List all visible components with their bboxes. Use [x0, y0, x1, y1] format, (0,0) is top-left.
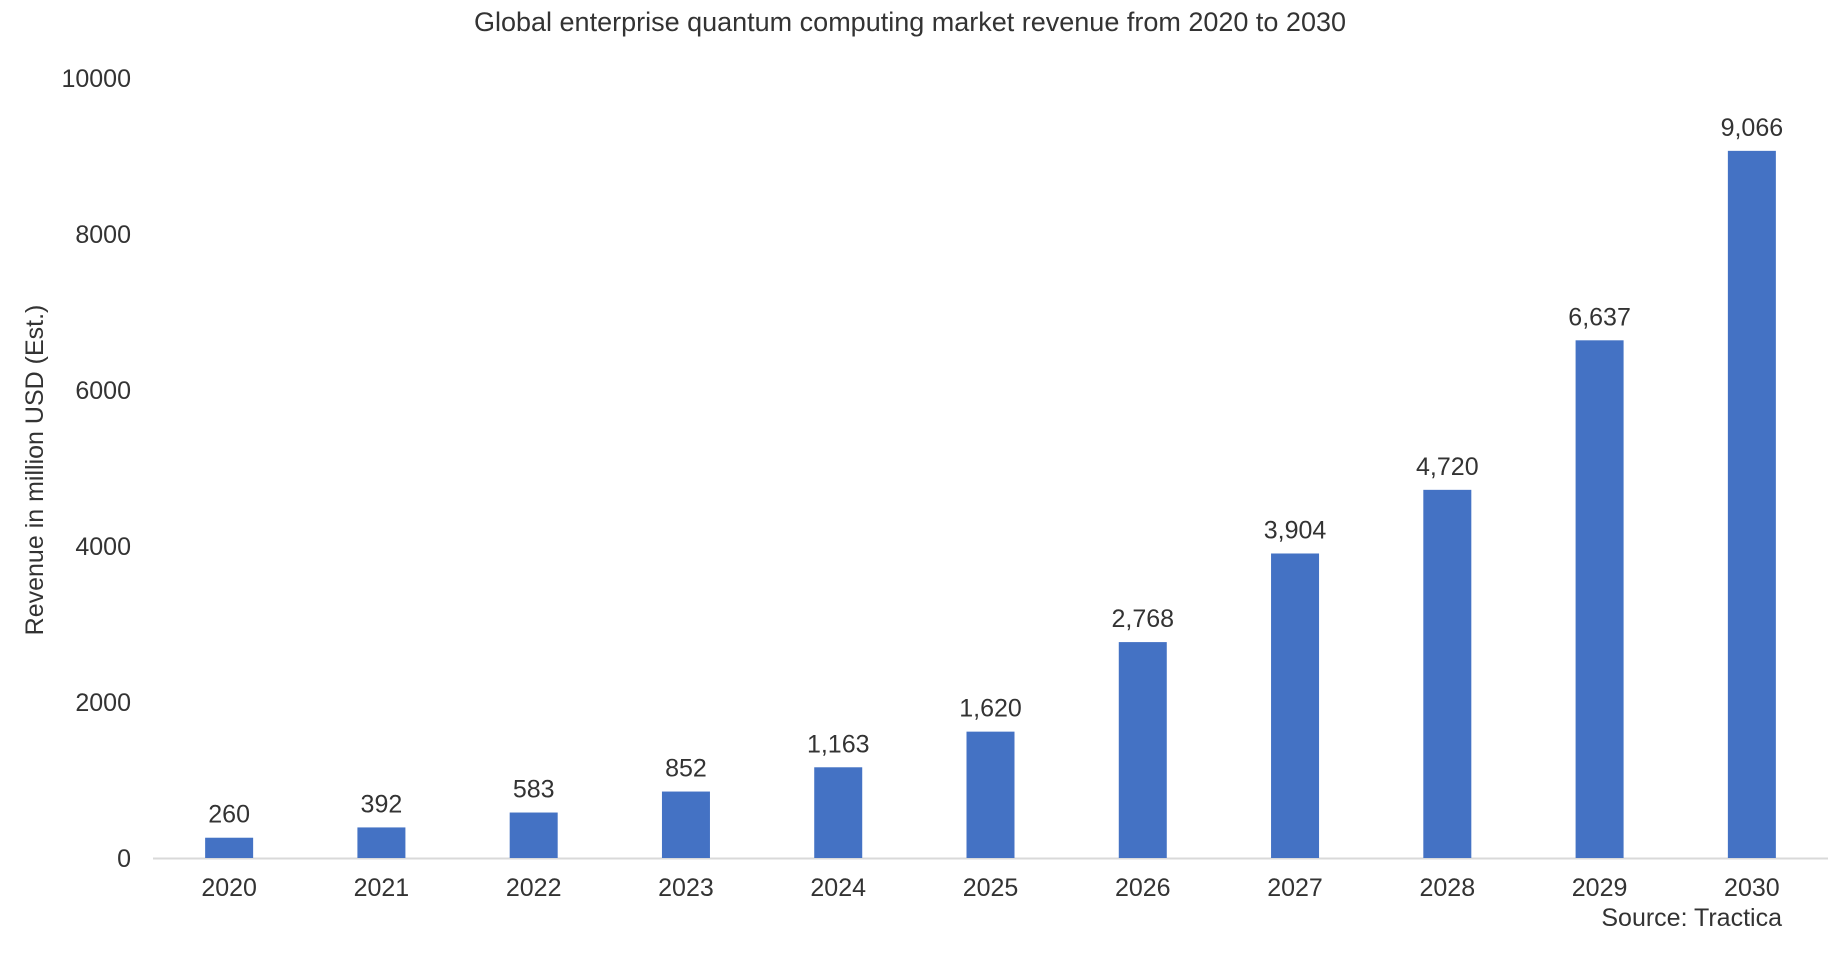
bar-2029: [1575, 340, 1624, 859]
bar-2024: [814, 767, 863, 858]
bar-2020: [205, 837, 254, 858]
y-tick-label: 0: [117, 845, 131, 873]
bar-2027: [1271, 553, 1320, 858]
bar-2023: [661, 791, 710, 858]
bar-2028: [1423, 489, 1472, 858]
value-label-2020: 260: [208, 801, 250, 829]
bars-group: [205, 150, 1776, 859]
bar-2030: [1727, 150, 1776, 859]
value-labels-group: 260 392 583 852 1,163 1,620 2,768 3,904 4,720 6,6…: [208, 114, 1783, 829]
x-tick-label-2028: 2028: [1420, 874, 1476, 902]
y-tick-label: 8000: [75, 221, 131, 249]
value-label-2021: 392: [361, 790, 403, 818]
value-label-2028: 4,720: [1416, 453, 1479, 481]
y-axis-label: Revenue in million USD (Est.): [21, 305, 49, 636]
value-label-2025: 1,620: [959, 695, 1022, 723]
chart-title: Global enterprise quantum computing mark…: [474, 7, 1346, 37]
x-tick-label-2026: 2026: [1115, 874, 1171, 902]
x-tick-label-2023: 2023: [658, 874, 714, 902]
x-axis-ticks: 2020 2021 2022 2023 2024 2025 2026 2027 2028 2029…: [201, 874, 1779, 902]
y-tick-label: 4000: [75, 533, 131, 561]
value-label-2026: 2,768: [1111, 605, 1174, 633]
x-tick-label-2027: 2027: [1267, 874, 1323, 902]
x-tick-label-2025: 2025: [963, 874, 1019, 902]
x-tick-label-2020: 2020: [201, 874, 257, 902]
x-tick-label-2030: 2030: [1724, 874, 1780, 902]
x-tick-label-2022: 2022: [506, 874, 562, 902]
y-axis-ticks: 0 2000 4000 6000 8000 10000: [61, 65, 131, 873]
value-label-2027: 3,904: [1264, 516, 1327, 544]
bar-2025: [966, 731, 1015, 858]
bar-2022: [509, 812, 558, 858]
x-tick-label-2029: 2029: [1572, 874, 1628, 902]
value-label-2024: 1,163: [807, 730, 870, 758]
value-label-2022: 583: [513, 776, 555, 804]
x-tick-label-2021: 2021: [354, 874, 410, 902]
y-tick-label: 10000: [61, 65, 131, 93]
bar-2026: [1118, 642, 1167, 858]
y-tick-label: 6000: [75, 377, 131, 405]
value-label-2030: 9,066: [1721, 114, 1784, 142]
bar-2021: [357, 827, 406, 858]
value-label-2029: 6,637: [1568, 303, 1631, 331]
y-tick-label: 2000: [75, 689, 131, 717]
value-label-2023: 852: [665, 755, 707, 783]
x-tick-label-2024: 2024: [810, 874, 866, 902]
source-label: Source: Tractica: [1601, 904, 1782, 932]
